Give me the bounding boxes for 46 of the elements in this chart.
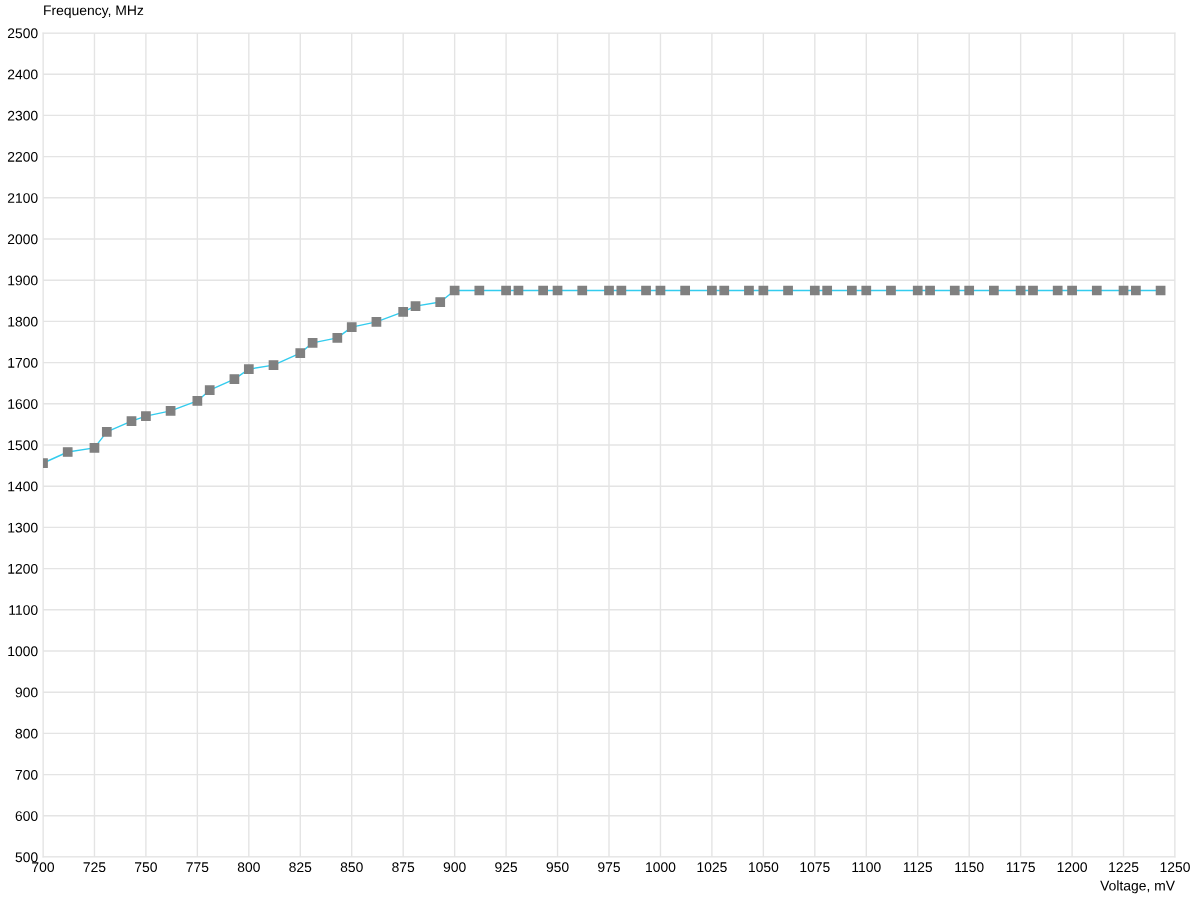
y-tick-label: 1800 [8, 316, 38, 327]
x-tick-label: 725 [83, 862, 106, 873]
y-tick-label: 700 [15, 769, 38, 780]
y-tick-label: 900 [15, 687, 38, 698]
y-tick-label: 600 [15, 811, 38, 821]
y-tick-label: 1900 [8, 275, 38, 286]
x-tick-label: 1200 [1057, 862, 1087, 873]
y-tick-label: 2300 [7, 110, 38, 121]
y-axis-title: Frequency, MHz [44, 5, 144, 18]
x-tick-label: 1025 [697, 862, 727, 873]
y-tick-label: 500 [15, 852, 38, 863]
x-tick-label: 1050 [748, 862, 779, 873]
y-tick-label: 2100 [7, 193, 38, 203]
x-tick-label: 1100 [852, 862, 881, 873]
y-tick-label: 1100 [9, 605, 38, 615]
x-tick-label: 1250 [1160, 862, 1190, 873]
x-tick-label: 825 [289, 862, 312, 873]
y-tick-label: 1200 [8, 563, 38, 574]
x-tick-label: 1075 [800, 862, 830, 873]
y-tick-label: 1500 [8, 440, 38, 451]
x-tick-label: 775 [186, 862, 209, 873]
x-tick-label: 800 [237, 862, 260, 873]
x-tick-label: 700 [32, 862, 55, 873]
x-axis-title: Voltage, mV [1100, 880, 1175, 894]
y-tick-label: 1600 [8, 399, 38, 409]
x-tick-label: 1150 [955, 862, 984, 873]
y-tick-label: 1700 [8, 357, 38, 368]
x-tick-label: 1225 [1109, 862, 1139, 873]
x-tick-label: 950 [546, 862, 569, 873]
x-tick-label: 1125 [903, 862, 933, 873]
y-tick-label: 1000 [8, 646, 38, 657]
x-tick-label: 1000 [646, 862, 676, 873]
y-tick-label: 2200 [7, 151, 38, 162]
x-tick-label: 850 [340, 862, 363, 873]
y-tick-label: 1300 [8, 522, 38, 533]
x-tick-label: 1175 [1006, 862, 1035, 873]
x-tick-label: 750 [135, 862, 157, 873]
y-tick-label: 2400 [7, 69, 38, 80]
x-tick-label: 925 [495, 862, 518, 873]
y-tick-label: 800 [15, 728, 38, 739]
x-tick-label: 900 [443, 862, 466, 873]
x-tick-label: 875 [392, 862, 415, 873]
y-tick-label: 1400 [8, 481, 38, 492]
x-tick-label: 975 [598, 862, 621, 873]
y-tick-label: 2000 [7, 234, 38, 245]
y-tick-label: 2500 [7, 28, 38, 39]
